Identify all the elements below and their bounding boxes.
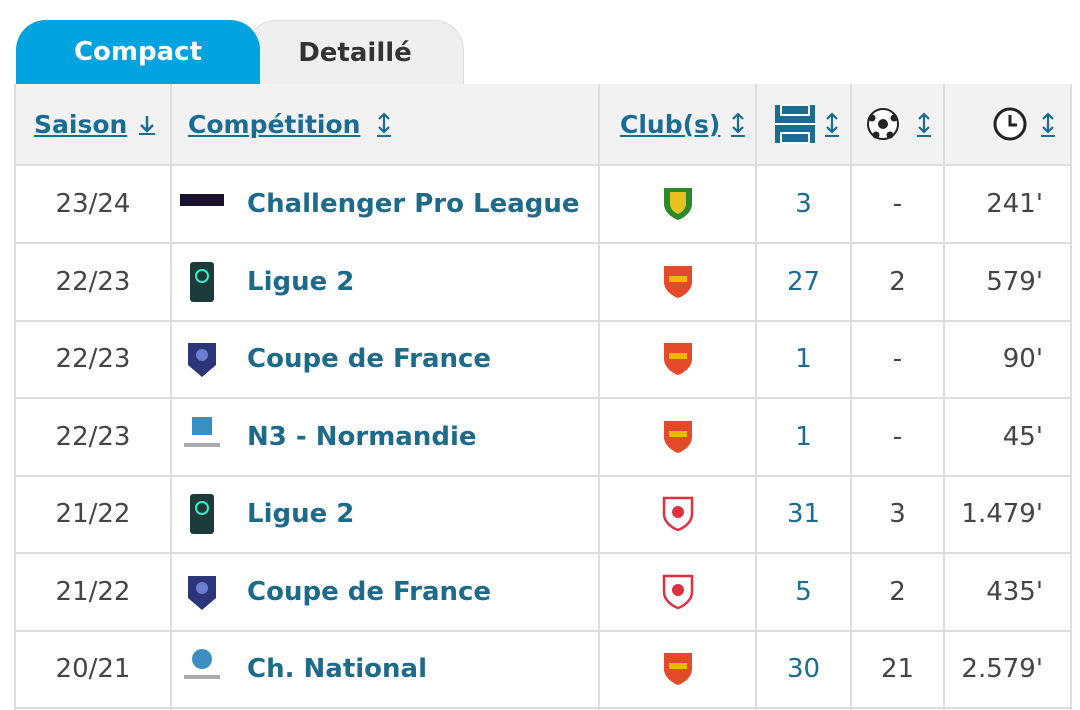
season: 21/22	[55, 499, 131, 529]
logo	[184, 649, 220, 679]
logo	[188, 575, 216, 610]
appearances[interactable]: 3	[795, 189, 812, 219]
minutes: 241'	[986, 189, 1043, 219]
competition-logo	[180, 321, 224, 397]
appearances[interactable]: 1	[795, 344, 812, 374]
competition-logo	[180, 244, 224, 320]
tab-detaille[interactable]: Detaillé	[246, 20, 464, 85]
goals: 3	[889, 499, 906, 529]
header-text[interactable]: Saison	[34, 109, 128, 139]
header-clubs[interactable]: Club(s)	[620, 84, 748, 164]
table-row: 23/24 Challenger Pro League 3 - 241'	[16, 166, 1070, 244]
competition-logo	[180, 554, 224, 630]
club-crest	[664, 343, 692, 375]
table-row: 22/23 Ligue 2 27 2 579'	[16, 244, 1070, 322]
club-logo[interactable]	[660, 321, 696, 397]
club-logo[interactable]	[660, 166, 696, 242]
appearances[interactable]: 31	[786, 499, 821, 529]
minutes: 1.479'	[961, 499, 1043, 529]
header-minutes[interactable]	[992, 84, 1058, 164]
club-logo[interactable]	[660, 399, 696, 475]
goals: -	[892, 344, 903, 374]
appearances[interactable]: 30	[786, 654, 821, 684]
competition-link[interactable]: Challenger Pro League	[247, 189, 580, 219]
competition-link[interactable]: Coupe de France	[247, 576, 492, 607]
club-logo[interactable]	[660, 476, 696, 552]
sort-icon	[377, 112, 392, 137]
logo	[180, 194, 224, 206]
sort-down-icon	[139, 116, 156, 135]
header-goals[interactable]	[866, 84, 934, 164]
minutes: 90'	[1002, 344, 1043, 374]
season: 22/23	[55, 421, 131, 452]
goals: -	[892, 421, 903, 452]
header-competition[interactable]: Compétition	[188, 84, 394, 164]
club-crest	[662, 496, 694, 532]
club-crest	[664, 653, 692, 685]
sort-icon	[917, 112, 931, 137]
table-row: 20/21 Ch. National 30 21 2.579'	[16, 631, 1070, 709]
header-text[interactable]: Club(s)	[620, 109, 721, 139]
table-row: 21/22 Ligue 2 31 3 1.479'	[16, 476, 1070, 554]
ball-icon	[867, 108, 899, 140]
table-row: 21/22 Coupe de France 5 2 435'	[16, 554, 1070, 632]
table-row: 22/23 N3 - Normandie 1 - 45'	[16, 399, 1070, 477]
competition-link[interactable]: Ligue 2	[247, 499, 355, 529]
appearances[interactable]: 5	[795, 576, 812, 607]
goals: -	[892, 189, 903, 219]
club-logo[interactable]	[660, 631, 696, 707]
header-appearances[interactable]	[774, 84, 842, 164]
club-logo[interactable]	[660, 554, 696, 630]
competition-link[interactable]: Coupe de France	[247, 344, 492, 374]
appearances[interactable]: 1	[795, 421, 812, 452]
competition-logo	[180, 399, 224, 475]
header-text[interactable]: Compétition	[188, 109, 361, 139]
competition-logo	[180, 476, 224, 552]
minutes: 579'	[986, 266, 1043, 297]
club-crest	[664, 188, 692, 220]
stats-table: Saison Compétition Club(s)	[14, 84, 1072, 710]
appearances[interactable]: 27	[786, 266, 821, 297]
logo	[190, 494, 214, 534]
season: 22/23	[55, 266, 131, 297]
club-crest	[662, 574, 694, 609]
minutes: 45'	[1002, 421, 1043, 452]
pitch-icon	[775, 104, 815, 144]
competition-logo	[180, 166, 224, 242]
tab-compact[interactable]: Compact	[16, 20, 260, 84]
clock-icon	[993, 107, 1027, 141]
goals: 2	[889, 576, 906, 607]
competition-link[interactable]: Ligue 2	[247, 266, 355, 297]
season: 21/22	[55, 576, 131, 607]
season: 20/21	[55, 654, 131, 684]
club-logo[interactable]	[660, 244, 696, 320]
sort-icon	[1041, 112, 1055, 137]
club-crest	[664, 420, 692, 453]
competition-link[interactable]: N3 - Normandie	[247, 421, 477, 452]
club-crest	[664, 265, 692, 298]
logo	[190, 261, 214, 302]
season: 22/23	[55, 344, 131, 374]
logo	[188, 343, 216, 377]
header-season[interactable]: Saison	[34, 84, 159, 164]
competition-link[interactable]: Ch. National	[247, 654, 427, 684]
minutes: 435'	[986, 576, 1043, 607]
table-row: 22/23 Coupe de France 1 - 90'	[16, 321, 1070, 399]
logo	[184, 416, 220, 447]
goals: 21	[880, 654, 915, 684]
season: 23/24	[55, 189, 131, 219]
header-row: Saison Compétition Club(s)	[16, 84, 1070, 166]
sort-icon	[731, 112, 746, 137]
sort-icon	[825, 112, 839, 137]
goals: 2	[889, 266, 906, 297]
competition-logo	[180, 631, 224, 707]
minutes: 2.579'	[961, 654, 1043, 684]
